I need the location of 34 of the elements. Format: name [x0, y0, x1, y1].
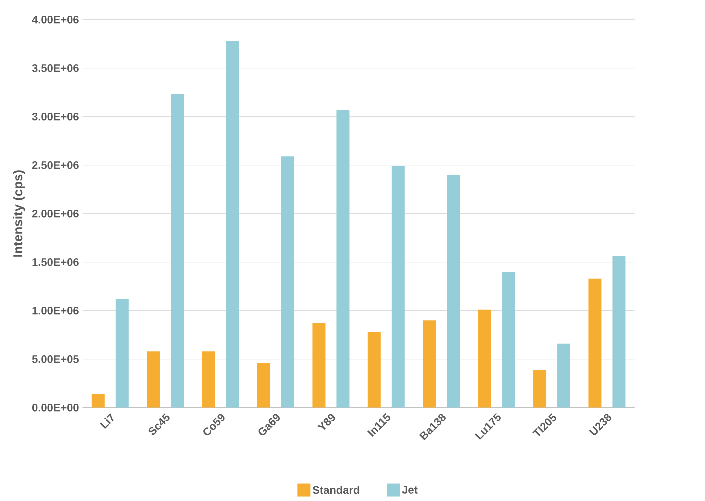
bar: [368, 332, 381, 408]
bar: [147, 352, 160, 408]
legend-label: Standard: [312, 486, 360, 494]
bar: [226, 41, 240, 408]
bar: [282, 156, 295, 408]
bar: [336, 110, 350, 408]
x-tick-label: Y89: [318, 414, 336, 430]
bar: [116, 299, 129, 408]
y-tick-label: 3.50E+06: [32, 64, 79, 72]
y-tick-label: 3.00E+06: [32, 112, 79, 121]
bar: [612, 256, 626, 408]
y-axis-title: Intensity (cps): [13, 170, 26, 257]
bar: [502, 272, 516, 408]
y-tick-label: 2.50E+06: [32, 162, 79, 170]
bar: [478, 310, 492, 408]
y-tick-label: 0.00E+00: [32, 404, 79, 412]
bar: [423, 320, 436, 408]
legend-label: Jet: [402, 486, 418, 494]
y-tick-label: 1.00E+06: [32, 307, 79, 315]
bar: [202, 352, 216, 408]
y-tick-label: 5.00E+05: [32, 355, 79, 364]
bar: [392, 166, 405, 408]
y-tick-label: 4.00E+06: [32, 16, 79, 24]
y-tick-label: 2.00E+06: [32, 210, 79, 218]
y-tick-label: 1.50E+06: [32, 258, 79, 266]
bar: [171, 94, 184, 408]
bar: [447, 175, 460, 408]
x-tick-label: Li7: [100, 413, 114, 430]
bar: [588, 278, 602, 408]
bar: [558, 344, 571, 408]
bar: [258, 363, 271, 408]
bar: [312, 323, 326, 408]
bar: [92, 394, 105, 408]
bar: [534, 370, 547, 408]
